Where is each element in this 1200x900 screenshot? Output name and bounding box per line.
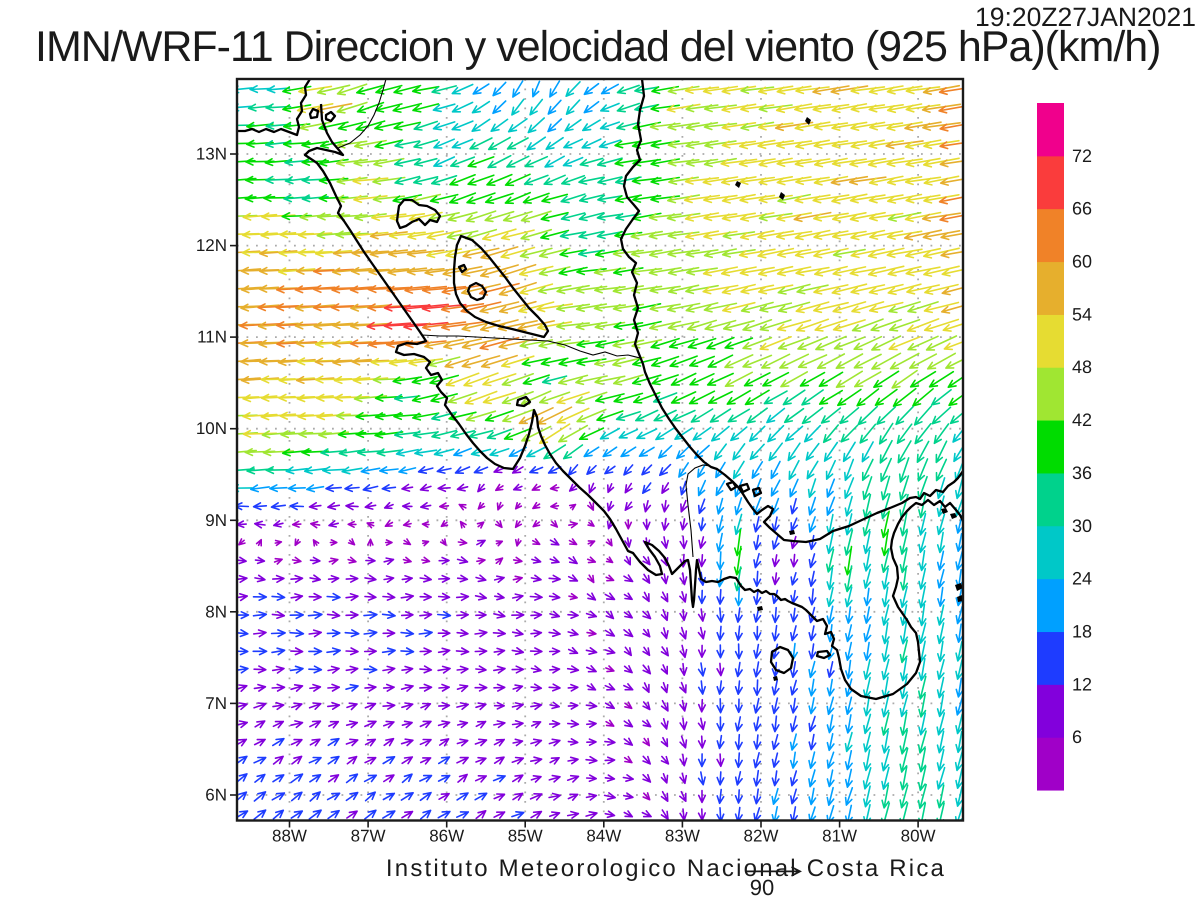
svg-text:6N: 6N	[205, 786, 227, 805]
svg-text:12N: 12N	[196, 236, 227, 255]
svg-text:IMN/WRF-11 Direccion y velocid: IMN/WRF-11 Direccion y velocidad del vie…	[35, 23, 1161, 71]
svg-text:11N: 11N	[197, 328, 227, 347]
svg-text:81W: 81W	[822, 827, 857, 846]
svg-text:90: 90	[750, 875, 774, 900]
svg-text:13N: 13N	[196, 145, 227, 164]
svg-text:85W: 85W	[508, 827, 543, 846]
svg-text:83W: 83W	[665, 827, 700, 846]
svg-text:60: 60	[1072, 252, 1092, 272]
svg-text:42: 42	[1072, 410, 1092, 430]
svg-text:7N: 7N	[205, 694, 227, 713]
svg-text:88W: 88W	[272, 827, 307, 846]
svg-text:19:20Z27JAN2021: 19:20Z27JAN2021	[975, 2, 1196, 32]
svg-text:54: 54	[1072, 304, 1092, 324]
svg-text:36: 36	[1072, 463, 1092, 483]
svg-text:82W: 82W	[744, 827, 779, 846]
svg-text:86W: 86W	[429, 827, 464, 846]
svg-text:18: 18	[1072, 622, 1092, 642]
svg-text:24: 24	[1072, 569, 1092, 589]
svg-text:66: 66	[1072, 199, 1092, 219]
svg-text:48: 48	[1072, 357, 1092, 377]
svg-text:84W: 84W	[586, 827, 621, 846]
svg-text:8N: 8N	[205, 602, 227, 621]
svg-text:87W: 87W	[351, 827, 386, 846]
svg-text:80W: 80W	[901, 827, 936, 846]
svg-text:Instituto Meteorologico Nacion: Instituto Meteorologico Nacional Costa R…	[386, 855, 946, 882]
svg-text:9N: 9N	[205, 511, 227, 530]
svg-text:12: 12	[1072, 674, 1092, 694]
svg-text:10N: 10N	[196, 419, 227, 438]
svg-text:72: 72	[1072, 146, 1092, 166]
svg-text:6: 6	[1072, 727, 1082, 747]
svg-text:30: 30	[1072, 516, 1092, 536]
